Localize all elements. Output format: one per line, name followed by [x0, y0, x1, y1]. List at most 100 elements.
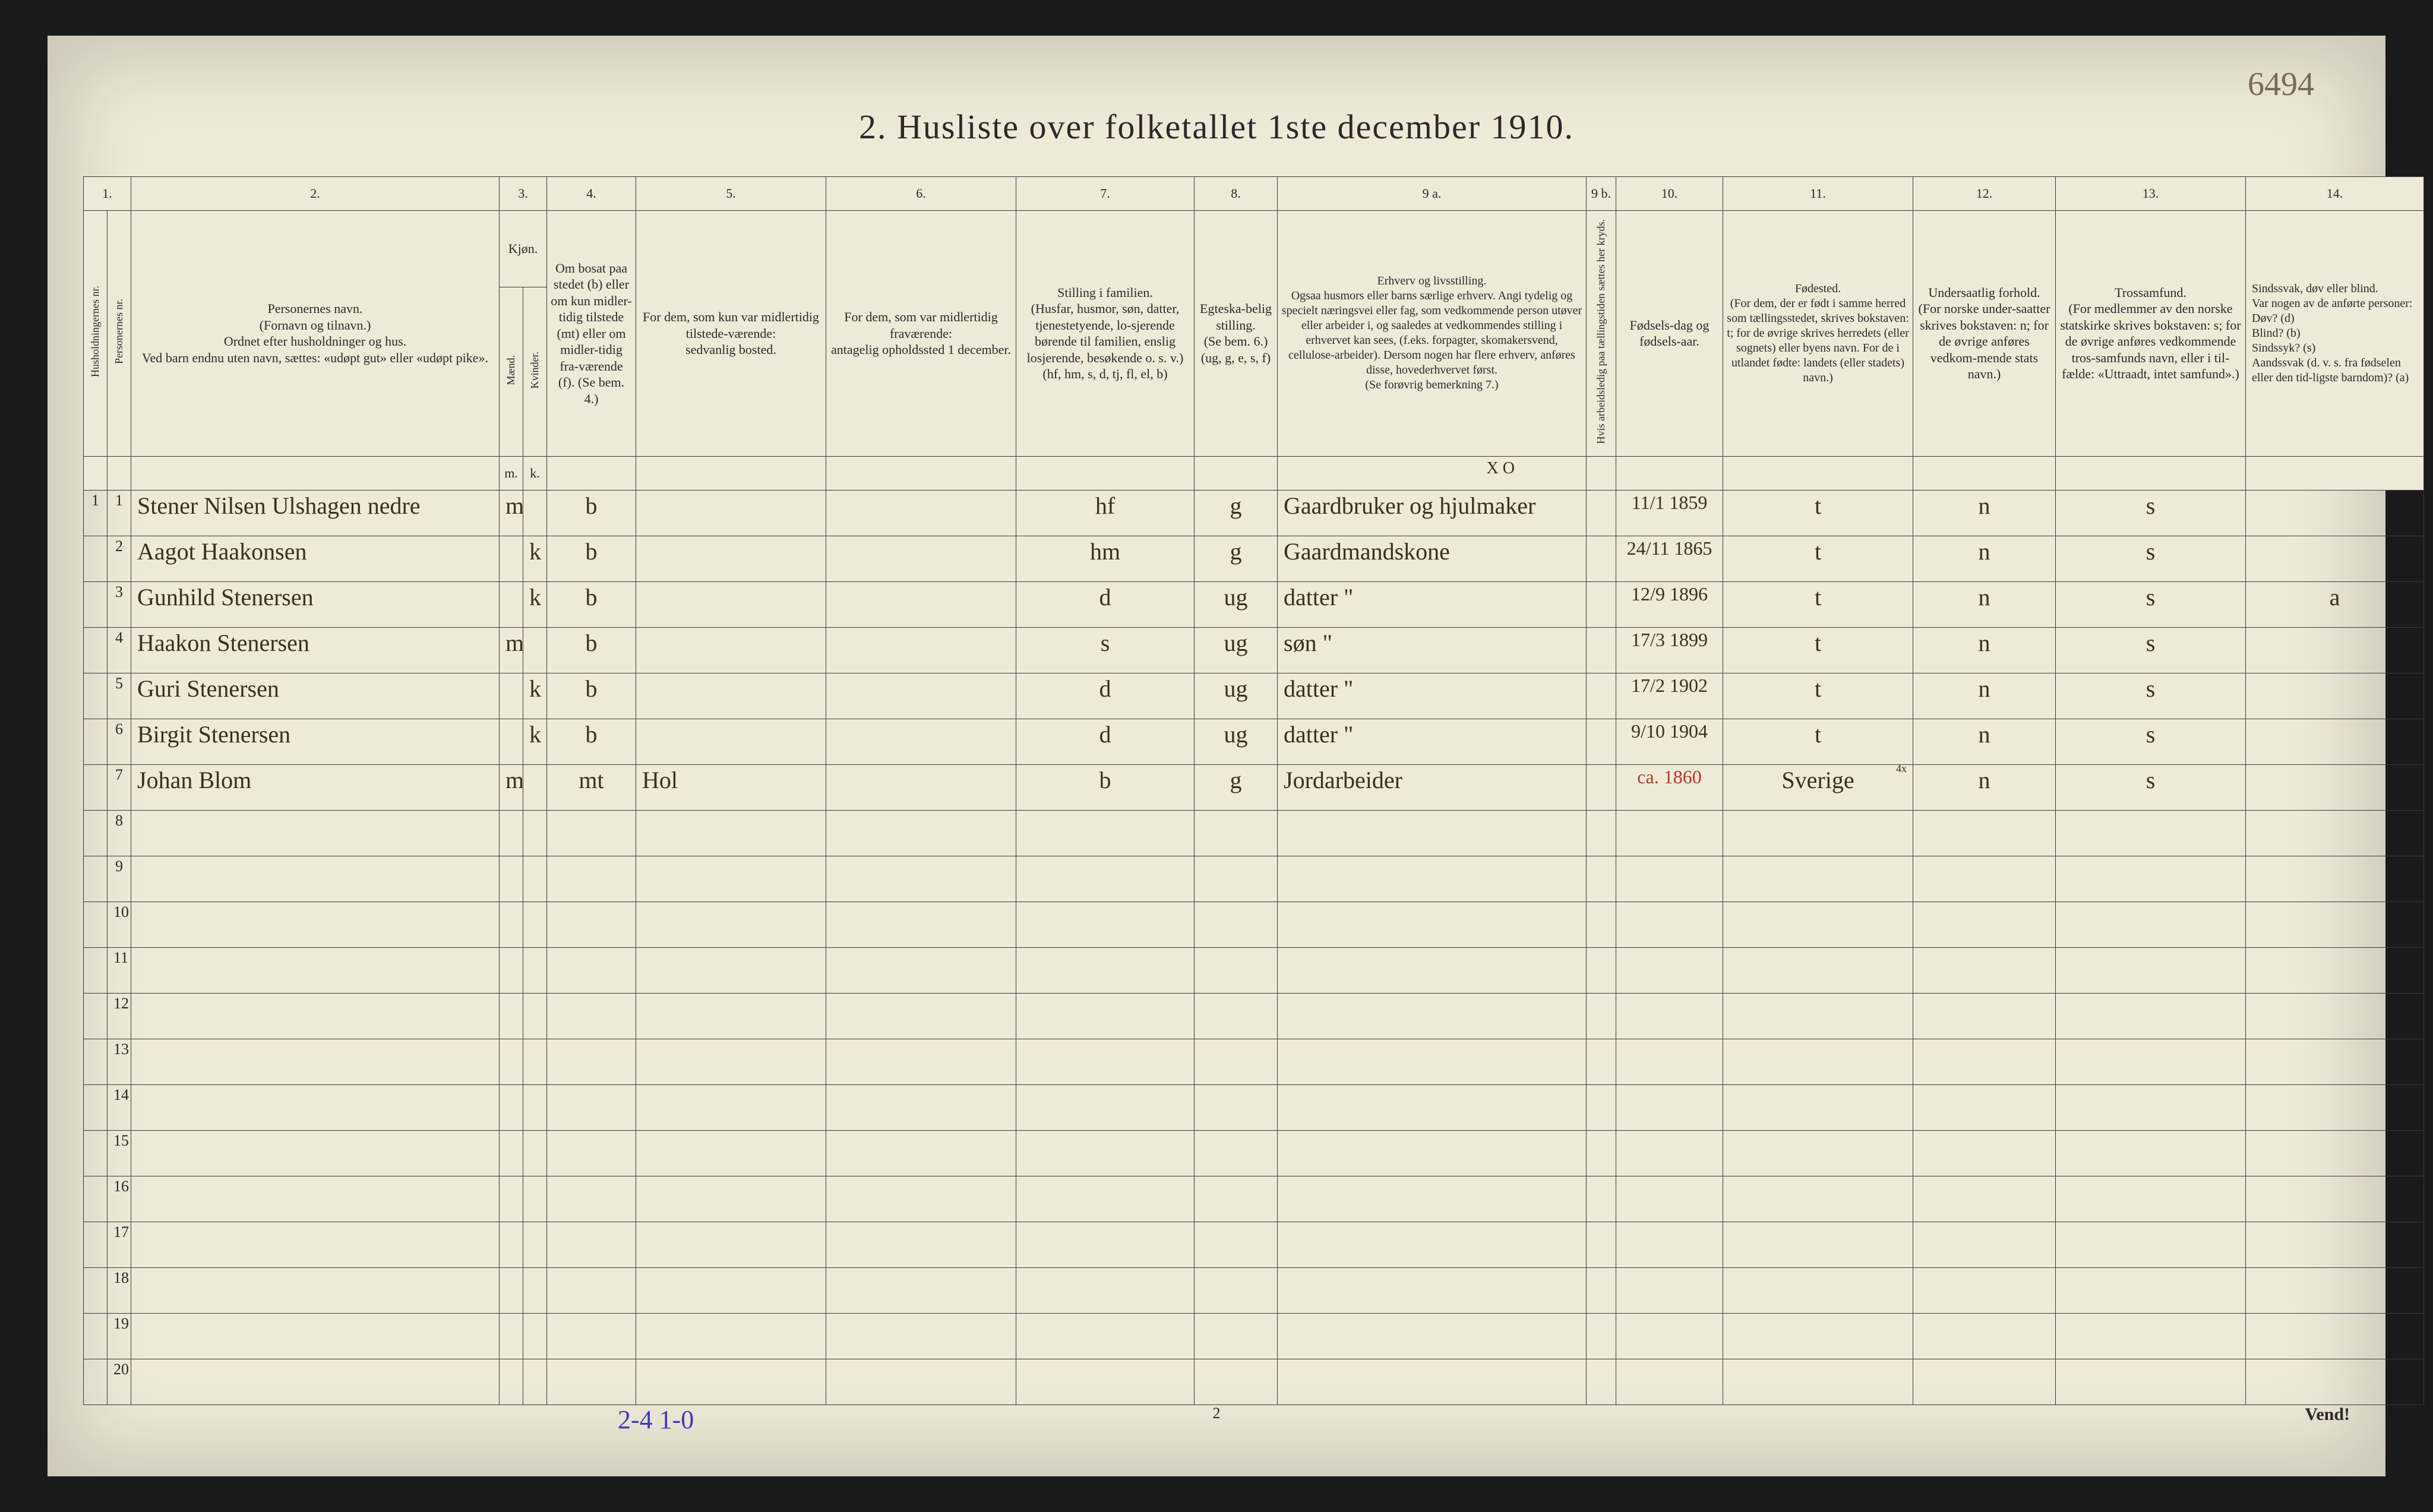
cell-rel	[1016, 1176, 1195, 1222]
footer-vend: Vend!	[2305, 1405, 2350, 1435]
cell-dob	[1616, 810, 1723, 856]
cell-hh	[84, 856, 108, 901]
cell-birthplace	[1723, 1267, 1913, 1313]
cell-sex-m	[500, 1176, 523, 1222]
cell-dob	[1616, 1039, 1723, 1084]
blank	[1195, 456, 1278, 490]
table-row: 17	[84, 1222, 2424, 1267]
table-row: 10	[84, 901, 2424, 947]
cell-name	[131, 1130, 500, 1176]
hdr-c9b: Hvis arbeidsledig paa tællingstiden sætt…	[1587, 211, 1616, 457]
note-xs: X S	[1527, 764, 1550, 767]
hdr-c13: Trossamfund. (For medlemmer av den norsk…	[2056, 211, 2246, 457]
cell-ul	[1587, 627, 1616, 673]
cell-mar	[1195, 1130, 1278, 1176]
hdr-c10: Fødsels-dag og fødsels-aar.	[1616, 211, 1723, 457]
census-table: 1. 2. 3. 4. 5. 6. 7. 8. 9 a. 9 b. 10. 11…	[83, 176, 2424, 1405]
cell-sex-m	[500, 1039, 523, 1084]
table-row: 5Guri Stenersenkbdugdatter "17/2 1902tns	[84, 673, 2424, 719]
cell-pn: 13	[108, 1039, 131, 1084]
cell-birthplace	[1723, 810, 1913, 856]
hdr-m: m.	[500, 456, 523, 490]
cell-occ	[1278, 810, 1587, 856]
cell-sex-k	[523, 764, 547, 810]
cell-occ: Gaardmandskone	[1278, 536, 1587, 581]
cell-sex-m	[500, 1130, 523, 1176]
cell-rel: hf	[1016, 490, 1195, 536]
hdr-hh-label: Husholdningernes nr.	[90, 282, 102, 381]
cell-hh	[84, 764, 108, 810]
cell-sex-k: k	[523, 536, 547, 581]
hdr-res: Om bosat paa stedet (b) eller om kun mid…	[547, 211, 636, 457]
cell-nat	[1913, 901, 2056, 947]
cell-res: b	[547, 581, 636, 627]
colnum-13: 13.	[2056, 177, 2246, 211]
cell-mar	[1195, 993, 1278, 1039]
cell-c6	[826, 1267, 1016, 1313]
cell-sex-m: m	[500, 764, 523, 810]
cell-dob	[1616, 1222, 1723, 1267]
cell-c6	[826, 673, 1016, 719]
cell-sex-k	[523, 1267, 547, 1313]
cell-sex-k	[523, 1359, 547, 1405]
cell-mar	[1195, 947, 1278, 993]
cell-pn: 12	[108, 993, 131, 1039]
cell-c14	[2246, 1039, 2424, 1084]
cell-name	[131, 901, 500, 947]
cell-rel: d	[1016, 581, 1195, 627]
blank	[108, 456, 131, 490]
cell-rel13	[2056, 1359, 2246, 1405]
hdr-sex: Kjøn.	[500, 211, 547, 287]
cell-sex-m	[500, 993, 523, 1039]
cell-ul	[1587, 764, 1616, 810]
cell-pn: 17	[108, 1222, 131, 1267]
cell-dob: ca. 1860	[1616, 764, 1723, 810]
cell-occ	[1278, 1359, 1587, 1405]
cell-rel	[1016, 1359, 1195, 1405]
cell-c14	[2246, 1130, 2424, 1176]
cell-sex-k	[523, 1176, 547, 1222]
cell-name: Guri Stenersen	[131, 673, 500, 719]
cell-name	[131, 1359, 500, 1405]
cell-ul	[1587, 1313, 1616, 1359]
cell-sex-m	[500, 1084, 523, 1130]
cell-occ	[1278, 1176, 1587, 1222]
colnum-11: 11.	[1723, 177, 1913, 211]
cell-res	[547, 901, 636, 947]
blank	[1723, 456, 1913, 490]
cell-ul	[1587, 1130, 1616, 1176]
cell-rel13	[2056, 856, 2246, 901]
cell-ul	[1587, 993, 1616, 1039]
colnum-5: 5.	[636, 177, 826, 211]
cell-hh	[84, 810, 108, 856]
table-row: 2Aagot HaakonsenkbhmgGaardmandskone24/11…	[84, 536, 2424, 581]
cell-birthplace	[1723, 1313, 1913, 1359]
cell-res	[547, 810, 636, 856]
blank	[1616, 456, 1723, 490]
cell-rel13	[2056, 810, 2246, 856]
cell-c14	[2246, 1359, 2424, 1405]
cell-ul	[1587, 536, 1616, 581]
cell-rel13: s	[2056, 719, 2246, 764]
cell-birthplace: t	[1723, 490, 1913, 536]
cell-occ: søn "	[1278, 627, 1587, 673]
cell-hh	[84, 1222, 108, 1267]
cell-pn: 18	[108, 1267, 131, 1313]
blank	[826, 456, 1016, 490]
cell-nat: n	[1913, 536, 2056, 581]
cell-mar: ug	[1195, 581, 1278, 627]
cell-c14	[2246, 764, 2424, 810]
cell-dob: 11/1 1859	[1616, 490, 1723, 536]
cell-name: Aagot Haakonsen	[131, 536, 500, 581]
cell-ul	[1587, 1267, 1616, 1313]
cell-sex-m	[500, 1222, 523, 1267]
cell-c5	[636, 1084, 826, 1130]
cell-c14	[2246, 1222, 2424, 1267]
cell-c5: Hol	[636, 764, 826, 810]
cell-name	[131, 1039, 500, 1084]
cell-birthplace	[1723, 901, 1913, 947]
cell-nat	[1913, 1176, 2056, 1222]
cell-nat	[1913, 1039, 2056, 1084]
cell-sex-k	[523, 1313, 547, 1359]
cell-hh	[84, 901, 108, 947]
